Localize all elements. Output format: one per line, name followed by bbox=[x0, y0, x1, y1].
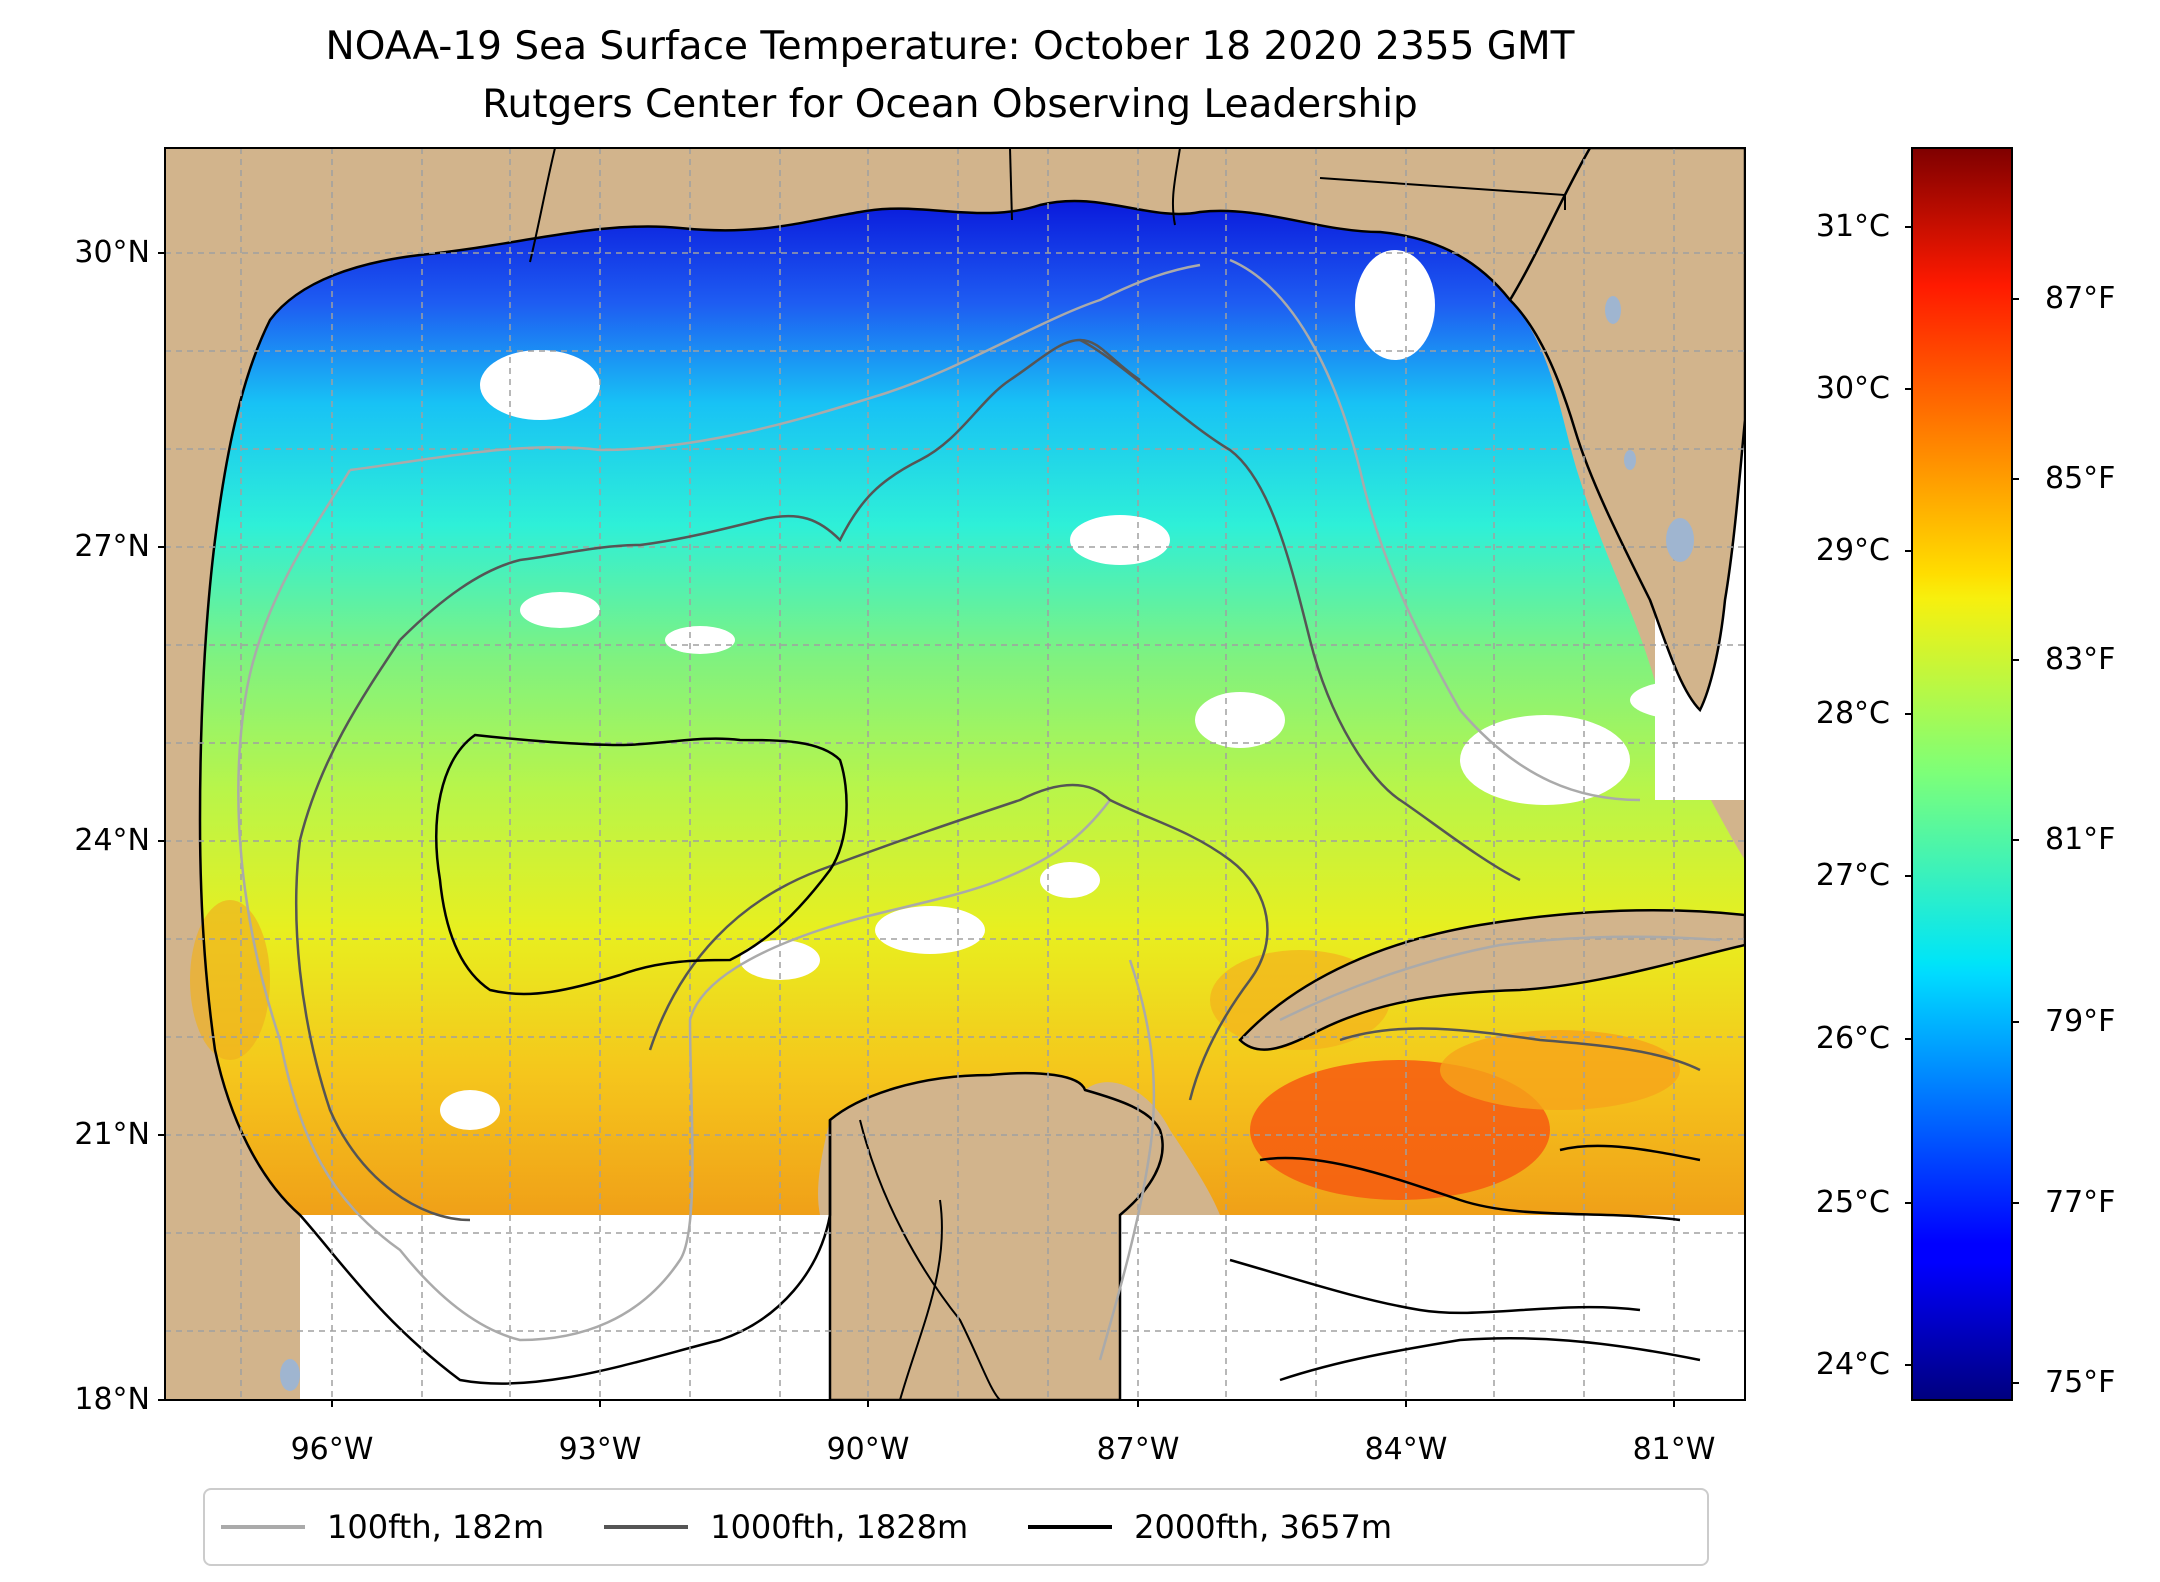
contour-2000fth bbox=[435, 733, 1701, 1382]
lat-label: 24°N bbox=[74, 823, 150, 858]
contour-100fth bbox=[237, 258, 1721, 1361]
yucatan-peninsula bbox=[828, 1071, 1164, 1400]
gulf-coastline bbox=[198, 199, 1511, 821]
colorbar-fahrenheit-label: 79°F bbox=[2045, 1004, 2116, 1039]
colorbar-fahrenheit-label: 75°F bbox=[2045, 1365, 2116, 1400]
colorbar-fahrenheit-label: 81°F bbox=[2045, 822, 2116, 857]
lon-label: 90°W bbox=[826, 1432, 910, 1467]
lon-label: 81°W bbox=[1632, 1432, 1716, 1467]
map-title: NOAA-19 Sea Surface Temperature: October… bbox=[325, 24, 1575, 69]
legend-item-1000fth: 1000fth, 1828m bbox=[604, 1508, 968, 1546]
colorbar-celsius-label: 24°C bbox=[1815, 1347, 1890, 1382]
lat-label: 30°N bbox=[74, 235, 150, 270]
lat-label: 18°N bbox=[74, 1382, 150, 1417]
colorbar-fahrenheit-label: 77°F bbox=[2045, 1185, 2116, 1220]
colorbar-celsius-label: 26°C bbox=[1815, 1021, 1890, 1056]
colorbar-celsius-label: 28°C bbox=[1815, 696, 1890, 731]
cuba-island bbox=[1238, 909, 1745, 1051]
contour-legend: 100fth, 182m 1000fth, 1828m 2000fth, 365… bbox=[203, 1488, 1709, 1566]
lon-label: 93°W bbox=[558, 1432, 642, 1467]
map-ticks bbox=[158, 252, 1675, 1407]
colorbar-fahrenheit-label: 87°F bbox=[2045, 281, 2116, 316]
colorbar-celsius-label: 31°C bbox=[1815, 209, 1890, 244]
gulf-coastline bbox=[198, 819, 832, 1385]
legend-item-2000fth: 2000fth, 3657m bbox=[1028, 1508, 1392, 1546]
lat-label: 21°N bbox=[74, 1117, 150, 1152]
map-frame bbox=[164, 147, 1746, 1401]
political-borders bbox=[529, 148, 1566, 1400]
legend-label: 100fth, 182m bbox=[327, 1508, 545, 1546]
lat-label: 27°N bbox=[74, 529, 150, 564]
colorbar-celsius-label: 25°C bbox=[1815, 1185, 1890, 1220]
colorbar-celsius-label: 27°C bbox=[1815, 858, 1890, 893]
colorbar-celsius-label: 30°C bbox=[1815, 371, 1890, 406]
colorbar bbox=[1911, 147, 2013, 1401]
map-subtitle: Rutgers Center for Ocean Observing Leade… bbox=[482, 82, 1418, 127]
lon-label: 84°W bbox=[1364, 1432, 1448, 1467]
legend-line-2000fth bbox=[1028, 1525, 1113, 1529]
colorbar-fahrenheit-label: 83°F bbox=[2045, 642, 2116, 677]
lon-label: 96°W bbox=[290, 1432, 374, 1467]
inland-lakes bbox=[280, 296, 1694, 1391]
colorbar-fahrenheit-label: 85°F bbox=[2045, 461, 2116, 496]
no-data-band bbox=[300, 1215, 830, 1400]
legend-label: 1000fth, 1828m bbox=[710, 1508, 969, 1546]
legend-item-100fth: 100fth, 182m bbox=[221, 1508, 544, 1546]
warm-sst-patch bbox=[1440, 1030, 1680, 1110]
no-data-band bbox=[1120, 1215, 1745, 1400]
legend-label: 2000fth, 3657m bbox=[1134, 1508, 1393, 1546]
colorbar-ticks bbox=[1905, 226, 2019, 1384]
lon-label: 87°W bbox=[1096, 1432, 1180, 1467]
legend-line-1000fth bbox=[604, 1525, 689, 1529]
colorbar-celsius-label: 29°C bbox=[1815, 533, 1890, 568]
contour-1000fth bbox=[295, 338, 1701, 1222]
legend-line-100fth bbox=[221, 1525, 305, 1529]
